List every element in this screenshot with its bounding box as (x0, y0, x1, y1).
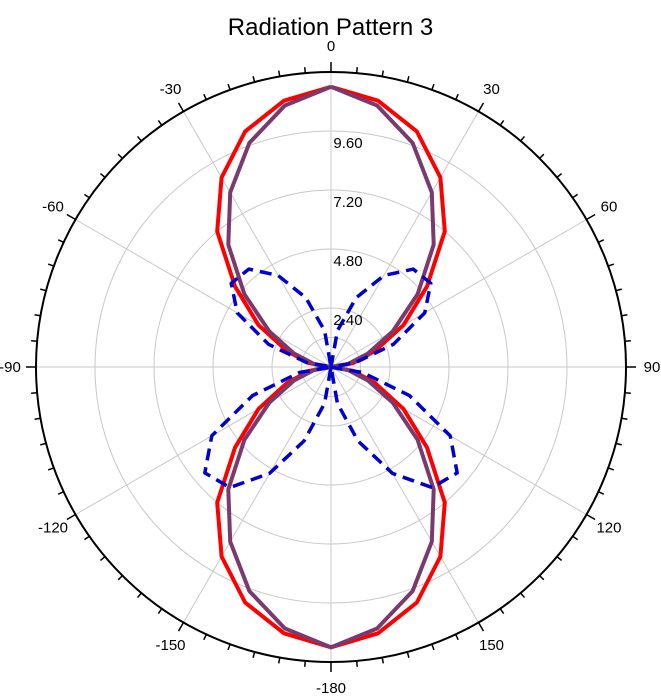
radial-tick-label: 7.20 (333, 194, 362, 211)
angle-tick-minor (572, 193, 578, 199)
angle-tick-minor (203, 634, 208, 641)
angle-tick-label: 0 (327, 38, 335, 55)
angle-tick-minor (277, 70, 281, 77)
angle-tick-minor (34, 313, 41, 317)
angle-tick-minor (598, 239, 605, 244)
angle-tick-minor (31, 391, 38, 394)
angle-tick-label: -120 (38, 520, 68, 537)
angle-tick-minor (431, 83, 435, 91)
angle-tick-minor (304, 67, 307, 74)
chart-title: Radiation Pattern 3 (227, 14, 434, 41)
angle-tick-minor (406, 76, 410, 83)
angle-tick-minor (157, 120, 163, 126)
angle-tick-minor (117, 575, 123, 581)
angle-tick-label: -180 (316, 680, 346, 697)
angle-tick-major (477, 622, 485, 632)
angle-tick-minor (157, 608, 163, 614)
angle-tick-major (477, 102, 485, 112)
angle-tick-label: 60 (601, 199, 618, 216)
angle-tick-minor (381, 70, 385, 77)
angle-tick-minor (57, 239, 64, 244)
angle-tick-minor (520, 135, 526, 142)
angle-tick-minor (539, 153, 545, 159)
angle-tick-minor (99, 556, 106, 562)
angle-tick-minor (499, 608, 505, 614)
angle-tick-minor (84, 193, 90, 199)
radial-tick-label: 9.60 (333, 135, 362, 152)
angle-tick-minor (227, 643, 231, 651)
angle-tick-minor (624, 391, 631, 394)
grid-spoke (183, 366, 332, 623)
grid-spoke (183, 111, 332, 368)
series-line-3 (203, 267, 459, 490)
grid-spoke (330, 111, 479, 368)
angle-tick-major (66, 213, 76, 221)
angle-tick-label: -150 (155, 637, 185, 654)
radial-tick-label: 2.40 (333, 312, 362, 329)
grid-spoke (330, 366, 587, 515)
angle-tick-minor (252, 76, 256, 83)
angle-tick-minor (556, 556, 563, 562)
angle-tick-minor (277, 657, 281, 664)
angle-tick-minor (252, 651, 256, 658)
grid-spoke (330, 219, 587, 368)
angle-tick-minor (40, 442, 47, 446)
angle-tick-minor (136, 592, 142, 599)
angle-tick-minor (556, 172, 563, 178)
angle-tick-minor (615, 442, 622, 446)
grid-spoke (330, 366, 479, 623)
angle-tick-minor (598, 490, 605, 495)
angle-tick-minor (621, 313, 628, 317)
angle-tick-major (177, 622, 185, 632)
angle-tick-label: -60 (42, 199, 64, 216)
grid-spoke (75, 219, 332, 368)
angle-tick-minor (607, 263, 615, 267)
angle-tick-minor (47, 263, 55, 267)
angle-tick-major (586, 513, 596, 521)
angle-tick-major (586, 213, 596, 221)
angle-tick-minor (539, 575, 545, 581)
angle-tick-minor (520, 592, 526, 599)
angle-tick-label: 30 (483, 81, 500, 98)
angle-tick-minor (47, 467, 55, 471)
angle-tick-major (66, 513, 76, 521)
radial-tick-label: 4.80 (333, 253, 362, 270)
angle-tick-label: 150 (479, 637, 504, 654)
angle-tick-minor (57, 490, 64, 495)
angle-tick-minor (355, 67, 358, 74)
angle-tick-minor (355, 660, 358, 667)
angle-tick-minor (431, 643, 435, 651)
angle-tick-minor (203, 93, 208, 100)
angle-tick-minor (607, 467, 615, 471)
angle-tick-minor (99, 172, 106, 178)
angle-tick-label: 90 (644, 359, 661, 376)
angle-tick-minor (117, 153, 123, 159)
angle-tick-minor (572, 535, 578, 541)
angle-tick-minor (454, 634, 459, 641)
angle-tick-minor (136, 135, 142, 142)
grid-spoke (75, 366, 332, 515)
angle-tick-minor (406, 651, 410, 658)
series-line-2 (226, 84, 436, 650)
angle-tick-minor (84, 535, 90, 541)
angle-tick-major (177, 102, 185, 112)
angle-tick-minor (227, 83, 231, 91)
angle-tick-minor (615, 288, 622, 292)
angle-tick-minor (34, 417, 41, 421)
angle-tick-minor (40, 288, 47, 292)
angle-tick-minor (31, 340, 38, 343)
angle-tick-minor (304, 660, 307, 667)
angle-tick-label: -90 (0, 359, 21, 376)
angle-tick-minor (621, 417, 628, 421)
angle-tick-label: -30 (160, 81, 182, 98)
angle-tick-minor (454, 93, 459, 100)
angle-tick-minor (499, 120, 505, 126)
angle-tick-label: 120 (596, 520, 621, 537)
angle-tick-minor (381, 657, 385, 664)
angle-tick-minor (624, 340, 631, 343)
